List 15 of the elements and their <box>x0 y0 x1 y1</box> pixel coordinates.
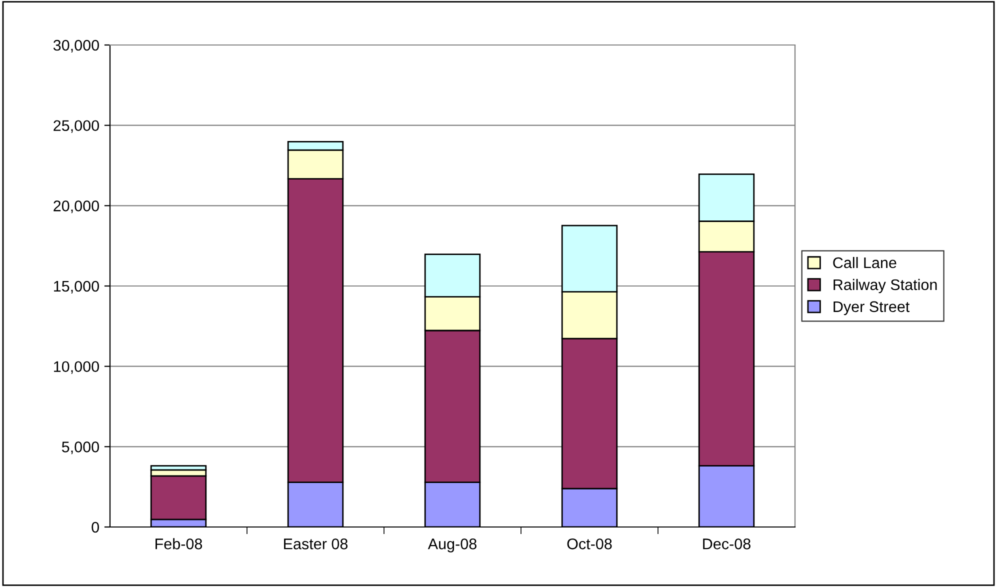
legend-label: Dyer Street <box>834 301 910 316</box>
y-tick-label: 0 <box>92 522 99 533</box>
y-tick-label: 15,000 <box>54 280 99 294</box>
y-tick-label: 5,000 <box>62 442 99 454</box>
y-tick-label: 10,000 <box>54 361 99 374</box>
legend-label: Call Lane <box>833 256 896 268</box>
y-tick-label: 20,000 <box>54 200 99 214</box>
x-tick-label: Easter 08 <box>284 538 348 550</box>
y-tick-label: 25,000 <box>54 120 99 133</box>
x-tick-label: Feb-08 <box>156 538 202 550</box>
legend-label: Railway Station <box>834 278 937 294</box>
x-tick-label: Aug-08 <box>428 538 476 552</box>
y-tick-label: 30,000 <box>53 40 99 52</box>
x-tick-label: Oct-08 <box>567 538 612 550</box>
x-tick-label: Dec-08 <box>703 538 750 550</box>
